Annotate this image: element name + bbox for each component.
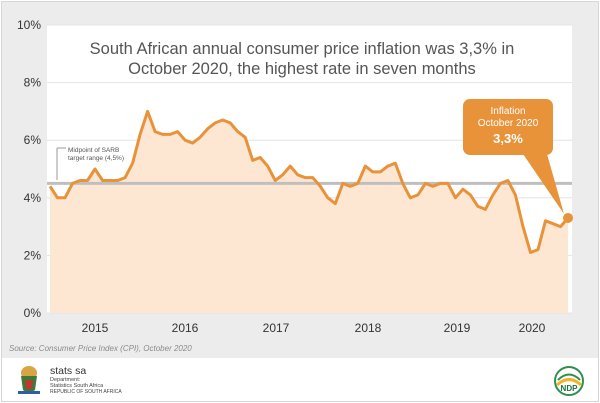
sarb-label-line-2: target range (4,5%): [68, 155, 124, 162]
org-country: REPUBLIC OF SOUTH AFRICA: [50, 389, 122, 395]
callout-box: [463, 99, 553, 155]
x-tick-label: 2016: [172, 321, 199, 335]
callout-pointer: [523, 154, 564, 214]
y-tick-label: 8%: [24, 76, 42, 90]
callout-line-1: Inflation: [490, 106, 525, 117]
chart-title-line-2: October 2020, the highest rate in seven …: [128, 60, 476, 78]
y-tick-label: 4%: [24, 191, 42, 205]
sarb-label-line-1: Midpoint of SARB: [68, 147, 119, 154]
x-tick-label: 2017: [263, 321, 290, 335]
callout-value: 3,3%: [493, 131, 523, 146]
ndp-logo-icon: NDP: [554, 366, 584, 396]
dept-line-1: Department:: [50, 377, 81, 383]
chart-title-line-1: South African annual consumer price infl…: [90, 40, 515, 58]
inflation-line: [48, 109, 570, 254]
dept-line-2: Statistics South Africa: [50, 383, 104, 389]
callout-line-2: October 2020: [478, 118, 539, 129]
stats-sa-logo: stats sa Department: Statistics South Af…: [14, 364, 134, 396]
x-tick-label: 2019: [444, 321, 471, 335]
inflation-line-chart: 10% 8% 6% 4% 2% 0% 2015 2016 2017 2018 2019 2020 S…: [2, 2, 598, 358]
coat-of-arms-icon: [18, 366, 40, 394]
source-note: Source: Consumer Price Index (CPI), Octo…: [9, 344, 192, 353]
footer: stats sa Department: Statistics South Af…: [2, 358, 598, 401]
y-axis-ticks: 10% 8% 6% 4% 2% 0%: [17, 18, 41, 320]
x-tick-label: 2018: [355, 321, 382, 335]
x-tick-label: 2020: [519, 321, 546, 335]
sarb-annotation: Midpoint of SARB target range (4,5%): [56, 147, 124, 180]
org-department: Department: Statistics South Africa: [50, 377, 140, 389]
ndp-logo-text: NDP: [561, 384, 579, 393]
inflation-area: [50, 111, 568, 314]
latest-data-point: [563, 212, 573, 223]
x-tick-label: 2015: [82, 321, 109, 335]
y-tick-label: 10%: [17, 18, 41, 32]
inflation-callout: Inflation October 2020 3,3%: [463, 99, 564, 214]
y-tick-label: 0%: [24, 306, 42, 320]
x-axis-ticks: 2015 2016 2017 2018 2019 2020: [82, 321, 546, 335]
y-tick-label: 2%: [24, 248, 42, 262]
org-name: stats sa: [50, 365, 87, 377]
y-tick-label: 6%: [24, 133, 42, 147]
